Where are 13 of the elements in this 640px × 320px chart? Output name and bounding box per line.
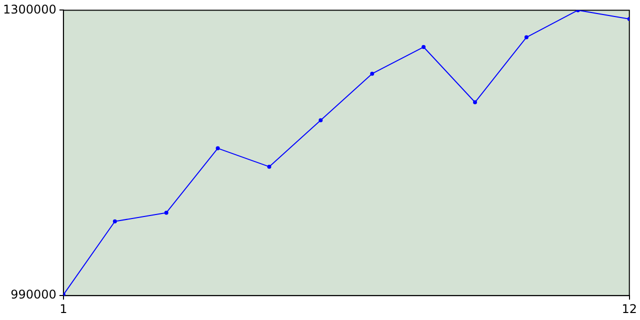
point xyxy=(422,45,426,50)
point xyxy=(318,118,323,122)
y-tick-label: 1300000 xyxy=(2,2,56,16)
point xyxy=(216,146,220,150)
y-tick-label: 990000 xyxy=(10,288,56,302)
point xyxy=(267,164,272,169)
point xyxy=(524,35,528,40)
point xyxy=(164,210,168,215)
point xyxy=(112,219,117,224)
point xyxy=(370,72,374,76)
point xyxy=(473,100,478,104)
x-tick-label: 12 xyxy=(622,302,638,316)
x-tick-label: 1 xyxy=(60,302,68,316)
